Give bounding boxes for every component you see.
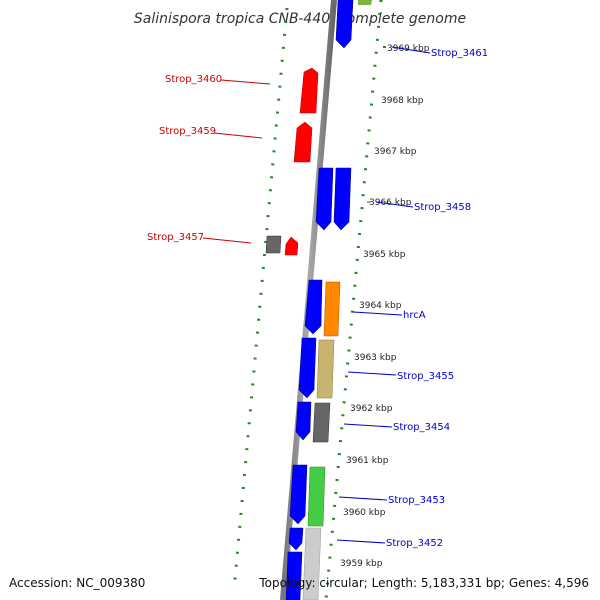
scale-label-3968: 3968 kbp (381, 96, 424, 106)
gene-strop-3459 (293, 121, 313, 163)
scale-label-3964: 3964 kbp (359, 301, 402, 311)
scale-label-3960: 3960 kbp (343, 508, 386, 518)
gene-green-top (358, 0, 372, 5)
gene-strop-3460 (299, 67, 319, 114)
topology-text: Topology: circular; Length: 5,183,331 bp… (258, 576, 589, 590)
outer-dotted-ring (232, 7, 289, 591)
gene-strop-3453 (307, 466, 326, 527)
gene-label-strop-3453: Strop_3453 (388, 495, 445, 506)
gene-strop-3452 (302, 527, 322, 600)
accession-text: Accession: NC_009380 (9, 576, 145, 590)
gene-label-strop-3459: Strop_3459 (159, 126, 216, 137)
scale-label-3961: 3961 kbp (346, 456, 389, 466)
gene-label-strop-3455: Strop_3455 (397, 371, 454, 382)
gene-strop-3455-blue (298, 337, 317, 399)
scale-labels: 3969 kbp 3968 kbp 3967 kbp 3966 kbp 3965… (340, 44, 430, 569)
gene-label-strop-3461: Strop_3461 (431, 48, 488, 59)
gene-label-strop-3454: Strop_3454 (393, 422, 450, 433)
scale-label-3966: 3966 kbp (369, 198, 412, 208)
gene-label-strop-3460: Strop_3460 (165, 74, 222, 85)
gene-strop-3458 (315, 167, 352, 231)
left-gene-labels: Strop_3460 Strop_3459 Strop_3457 (147, 74, 271, 244)
scale-label-3963: 3963 kbp (354, 353, 397, 363)
map-title: Salinispora tropica CNB-440, complete ge… (134, 11, 466, 27)
scale-label-3959: 3959 kbp (340, 559, 383, 569)
gene-strop-3454 (312, 402, 331, 443)
gene-label-strop-3458: Strop_3458 (414, 202, 471, 213)
gene-strop-3457 (284, 236, 299, 256)
gene-strop-3454-blue (295, 401, 312, 441)
scale-label-3969: 3969 kbp (387, 44, 430, 54)
gene-strop-3455 (316, 339, 335, 399)
scale-label-3967: 3967 kbp (374, 147, 417, 157)
right-gene-labels: Strop_3461 Strop_3458 hrcA Strop_3455 St… (336, 46, 488, 549)
gene-hrcA (323, 281, 341, 337)
gene-label-strop-3452: Strop_3452 (386, 538, 443, 549)
gene-label-hrcA: hrcA (403, 310, 426, 321)
gene-strop-3452-blue (285, 527, 304, 600)
scale-label-3962: 3962 kbp (350, 404, 393, 414)
gene-hrcA-blue (304, 279, 323, 335)
gene-gray-small (265, 235, 282, 254)
gene-label-strop-3457: Strop_3457 (147, 232, 204, 243)
gene-strop-3461 (335, 0, 354, 49)
gene-strop-3453-blue (289, 464, 308, 525)
scale-label-3965: 3965 kbp (363, 250, 406, 260)
